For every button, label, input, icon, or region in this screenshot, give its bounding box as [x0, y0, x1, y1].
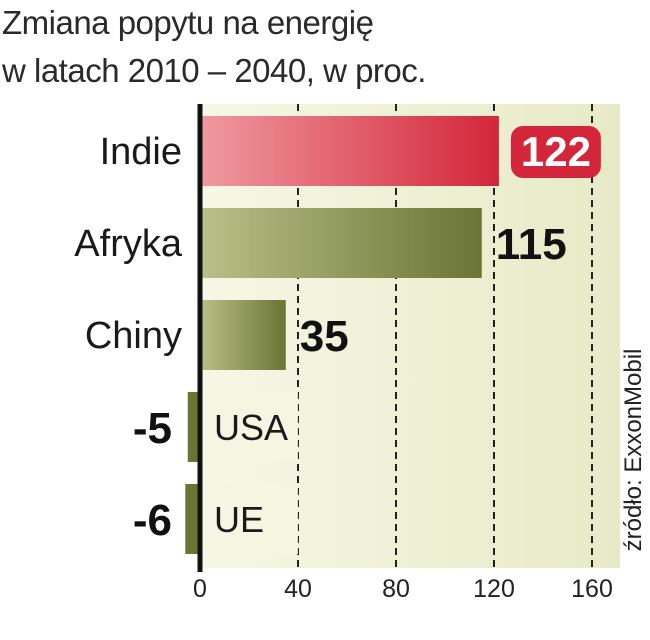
- value-label: 35: [300, 312, 349, 361]
- value-label: -6: [133, 496, 172, 545]
- x-tick-label: 80: [382, 575, 410, 603]
- category-label-background: [203, 484, 298, 554]
- highlight-value-badge: [510, 126, 601, 178]
- value-label: 115: [496, 220, 567, 269]
- category-label: Chiny: [85, 315, 182, 357]
- value-label: 122: [521, 128, 591, 175]
- x-tick-labels: 0 40 80 120 160: [193, 575, 613, 603]
- bar-usa: [187, 392, 200, 462]
- value-labels: 122 115 35 -5 -6: [133, 126, 601, 545]
- source-credit: źródło: ExxonMobil: [620, 348, 647, 552]
- x-tick-label: 160: [571, 575, 613, 603]
- category-label-background: [203, 392, 298, 462]
- value-label: -5: [133, 404, 172, 453]
- x-tick-label: 40: [284, 575, 312, 603]
- x-tick-label: 0: [193, 575, 207, 603]
- category-label: UE: [214, 499, 264, 540]
- category-label: Indie: [100, 131, 182, 173]
- category-labels: Indie Afryka Chiny USA UE: [74, 131, 298, 554]
- chart-title-line-1: Zmiana popytu na energię: [2, 4, 374, 41]
- bar-ue: [185, 484, 200, 554]
- bar-afryka: [200, 208, 482, 278]
- x-tick-label: 120: [473, 575, 515, 603]
- bar-indie: [200, 116, 499, 186]
- chart-title-line-2: w latach 2010 – 2040, w proc.: [2, 52, 426, 89]
- bars: [185, 116, 499, 554]
- category-label: USA: [214, 407, 288, 448]
- bar-chiny: [200, 300, 286, 370]
- category-label: Afryka: [74, 223, 183, 265]
